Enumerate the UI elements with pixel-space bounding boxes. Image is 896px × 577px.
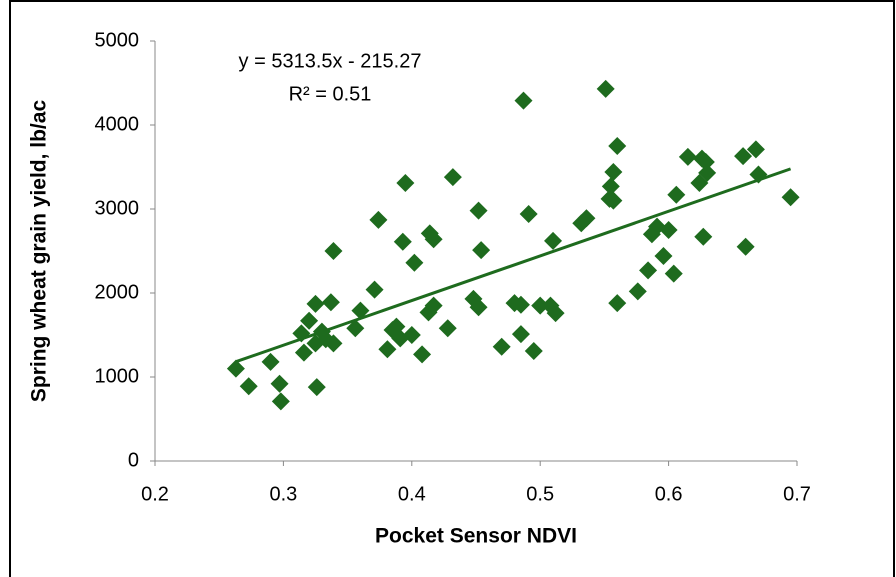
x-tick-label: 0.7	[783, 483, 811, 505]
data-point	[294, 343, 313, 362]
data-point	[472, 241, 491, 260]
data-point	[365, 280, 384, 299]
data-point	[608, 137, 627, 155]
data-point	[469, 201, 488, 220]
x-tick-label: 0.4	[398, 483, 426, 505]
data-point	[271, 392, 290, 411]
data-point	[270, 374, 289, 393]
data-point	[698, 163, 717, 182]
data-point	[424, 230, 443, 249]
data-point	[639, 261, 658, 280]
data-point	[628, 282, 647, 301]
data-point	[514, 91, 533, 110]
data-point	[749, 165, 768, 184]
data-point	[424, 296, 443, 315]
data-point	[438, 319, 457, 338]
data-point	[524, 341, 543, 360]
data-point	[544, 231, 563, 250]
data-point	[659, 221, 678, 239]
y-tick-label: 0	[128, 449, 139, 471]
data-point	[546, 304, 565, 323]
y-tick-label: 2000	[95, 281, 140, 303]
data-point	[443, 168, 462, 187]
y-tick-label: 4000	[95, 113, 140, 135]
x-tick-label: 0.5	[526, 483, 554, 505]
data-point	[654, 247, 673, 266]
data-point	[531, 296, 550, 315]
data-point	[307, 378, 326, 397]
y-tick-label: 1000	[95, 365, 140, 387]
data-point	[324, 334, 343, 353]
data-point	[351, 301, 370, 320]
data-point	[492, 337, 511, 356]
data-point	[746, 140, 765, 159]
frame	[9, 0, 895, 577]
data-point	[378, 340, 397, 359]
data-point	[604, 191, 623, 210]
data-point	[321, 293, 340, 312]
data-point	[413, 345, 432, 364]
data-point	[226, 359, 245, 378]
data-point	[511, 325, 530, 344]
data-point	[261, 352, 280, 371]
data-point	[608, 294, 627, 313]
data-point	[324, 242, 343, 260]
data-point	[596, 79, 615, 98]
data-point	[469, 298, 488, 317]
x-tick-label: 0.6	[655, 483, 683, 505]
data-point	[511, 295, 530, 314]
y-tick-label: 5000	[95, 29, 140, 51]
data-point	[694, 227, 713, 246]
x-tick-label: 0.2	[141, 483, 169, 505]
trend-equation: y = 5313.5x - 215.27	[239, 50, 422, 72]
data-point	[519, 205, 538, 224]
data-point	[736, 237, 755, 256]
x-tick-label: 0.3	[269, 483, 297, 505]
data-point	[577, 209, 596, 228]
data-point	[781, 188, 800, 207]
data-point	[292, 324, 311, 343]
data-point	[346, 319, 365, 338]
data-point	[405, 253, 424, 272]
data-point	[306, 294, 325, 313]
data-point	[696, 152, 715, 171]
r-squared: R² = 0.51	[289, 83, 372, 105]
data-point	[396, 173, 415, 192]
data-point	[239, 377, 258, 396]
data-point	[667, 185, 686, 204]
y-axis-title: Spring wheat grain yield, lb/ac	[28, 100, 51, 403]
data-point	[664, 264, 683, 283]
data-point	[369, 210, 388, 229]
data-point	[300, 311, 319, 330]
data-point	[604, 163, 623, 182]
y-tick-label: 3000	[95, 197, 140, 219]
data-point	[393, 232, 412, 251]
x-axis-title: Pocket Sensor NDVI	[375, 525, 577, 548]
data-point	[678, 147, 697, 166]
data-point	[601, 177, 620, 196]
data-point	[734, 147, 753, 166]
data-point	[402, 326, 421, 344]
